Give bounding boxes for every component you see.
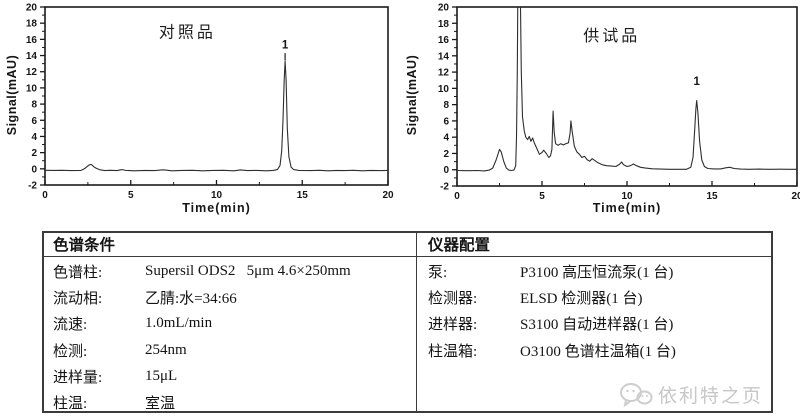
x-tick-label: 0: [454, 191, 460, 202]
y-tick-label: 4: [443, 133, 449, 144]
y-tick-label: 16: [26, 35, 38, 46]
y-tick-label: 20: [438, 3, 450, 14]
row-value: 乙腈:水=34:66: [145, 290, 237, 307]
y-tick-label: 12: [438, 68, 450, 79]
y-axis-title: Signal(mAU): [405, 54, 419, 136]
y-tick-label: 8: [443, 100, 449, 111]
chromatogram-sample-plot: -2 0 2 4 6 8 10 12 14 16 18 20 0 5 10 15 20 1 供试品: [438, 3, 800, 203]
y-tick-label: 10: [438, 84, 450, 95]
row-value: Supersil ODS2 5μm 4.6×250mm: [145, 262, 351, 279]
chromatogram-panel-reference: -2 0 2 4 6 8 10 12 14 16 18 20 0 5 10 15 20 1 对照品 Signal(m…: [0, 0, 400, 228]
table-row: 泵: P3100 高压恒流泵(1 台): [417, 258, 771, 284]
table-row: 柱温: 室温: [44, 389, 416, 415]
row-label: 进样量:: [53, 369, 103, 386]
row-label: 泵:: [428, 264, 448, 281]
watermark: 依利特之页: [619, 381, 763, 408]
watermark-text: 依利特之页: [657, 386, 763, 407]
plot-frame: [44, 6, 389, 186]
x-tick-label: 5: [128, 190, 134, 201]
y-tick-label: 6: [31, 116, 37, 127]
row-value: ELSD 检测器(1 台): [520, 290, 643, 307]
table-row: 柱温箱: O3100 色谱柱温箱(1 台): [417, 337, 771, 363]
table-row: 流速: 1.0mL/min: [44, 311, 416, 337]
chromatogram-trace: [45, 60, 388, 172]
conditions-rows: 色谱柱: Supersil ODS2 5μm 4.6×250mm 流动相: 乙腈:水=…: [44, 257, 416, 416]
table-row: 进样量: 15μL: [44, 363, 416, 389]
row-label: 柱温:: [53, 396, 88, 413]
x-tick-label: 10: [621, 191, 633, 202]
table-row: 色谱柱: Supersil ODS2 5μm 4.6×250mm: [44, 258, 416, 284]
y-axis-title: Signal(mAU): [5, 54, 19, 136]
x-tick-label: 10: [211, 190, 223, 201]
chromatogram-reference-plot: -2 0 2 4 6 8 10 12 14 16 18 20 0 5 10 15 20 1 对照品: [26, 3, 394, 202]
y-tick-label: 10: [26, 83, 38, 94]
y-tick-label: 2: [31, 148, 37, 159]
chromatogram-panel-sample: -2 0 2 4 6 8 10 12 14 16 18 20 0 5 10 15 20 1 供试品 Signal(m…: [400, 0, 800, 228]
y-tick-label: 16: [438, 35, 450, 46]
y-tick-label: 14: [26, 51, 38, 62]
x-axis-title: Time(min): [182, 201, 251, 215]
chromatogram-trace: [457, 7, 797, 172]
x-axis-title: Time(min): [592, 201, 662, 215]
x-tick-label: 15: [706, 191, 718, 202]
row-value: S3100 自动进样器(1 台): [520, 317, 674, 334]
y-tick-label: 6: [443, 116, 449, 127]
x-tick-label: 20: [791, 191, 800, 202]
conditions-table: 色谱条件 色谱柱: Supersil ODS2 5μm 4.6×250mm 流动相:…: [42, 231, 773, 413]
table-row: 流动相: 乙腈:水=34:66: [44, 284, 416, 310]
x-tick-label: 0: [42, 190, 48, 201]
peak-label: 1: [693, 76, 700, 88]
y-tick-label: 0: [443, 165, 449, 176]
row-label: 检测:: [53, 343, 88, 360]
row-value: P3100 高压恒流泵(1 台): [520, 264, 674, 281]
row-label: 色谱柱:: [53, 264, 103, 281]
y-tick-label: 0: [31, 164, 37, 175]
y-tick-label: -2: [440, 182, 449, 193]
x-tick-label: 15: [297, 190, 309, 201]
y-tick-label: 14: [438, 51, 450, 62]
row-value: 254nm: [145, 341, 187, 358]
y-tick-label: 18: [26, 19, 38, 30]
instrument-rows: 泵: P3100 高压恒流泵(1 台) 检测器: ELSD 检测器(1 台) 进样器: S…: [417, 257, 771, 363]
y-tick-label: 4: [31, 132, 37, 143]
y-tick-label: 12: [26, 67, 38, 78]
row-value: 室温: [145, 396, 176, 413]
y-tick-label: 18: [438, 19, 450, 30]
row-label: 进样器:: [428, 317, 478, 334]
row-value: O3100 色谱柱温箱(1 台): [520, 343, 676, 360]
table-row: 检测器: ELSD 检测器(1 台): [417, 284, 771, 310]
y-tick-label: -2: [28, 181, 37, 192]
row-label: 流速:: [53, 317, 88, 334]
chart-title: 对照品: [159, 24, 216, 42]
row-label: 检测器:: [428, 290, 478, 307]
row-label: 流动相:: [53, 290, 103, 307]
instrument-config-column: 仪器配置 泵: P3100 高压恒流泵(1 台) 检测器: ELSD 检测器(1 台)…: [417, 233, 771, 411]
chart-title: 供试品: [583, 27, 640, 45]
table-row: 进样器: S3100 自动进样器(1 台): [417, 311, 771, 337]
y-tick-label: 20: [26, 3, 38, 14]
wechat-logo-icon: [619, 382, 653, 407]
peak-label: 1: [282, 39, 289, 51]
x-tick-label: 5: [539, 191, 545, 202]
y-tick-label: 8: [31, 100, 37, 111]
y-tick-label: 2: [443, 149, 449, 160]
column-header: 色谱条件: [44, 233, 416, 257]
column-header: 仪器配置: [417, 233, 771, 257]
x-tick-label: 20: [382, 190, 394, 201]
row-label: 柱温箱:: [428, 343, 478, 360]
table-row: 检测: 254nm: [44, 337, 416, 363]
row-value: 15μL: [145, 367, 178, 384]
row-value: 1.0mL/min: [145, 315, 213, 332]
chromatographic-conditions-column: 色谱条件 色谱柱: Supersil ODS2 5μm 4.6×250mm 流动相:…: [44, 233, 417, 412]
